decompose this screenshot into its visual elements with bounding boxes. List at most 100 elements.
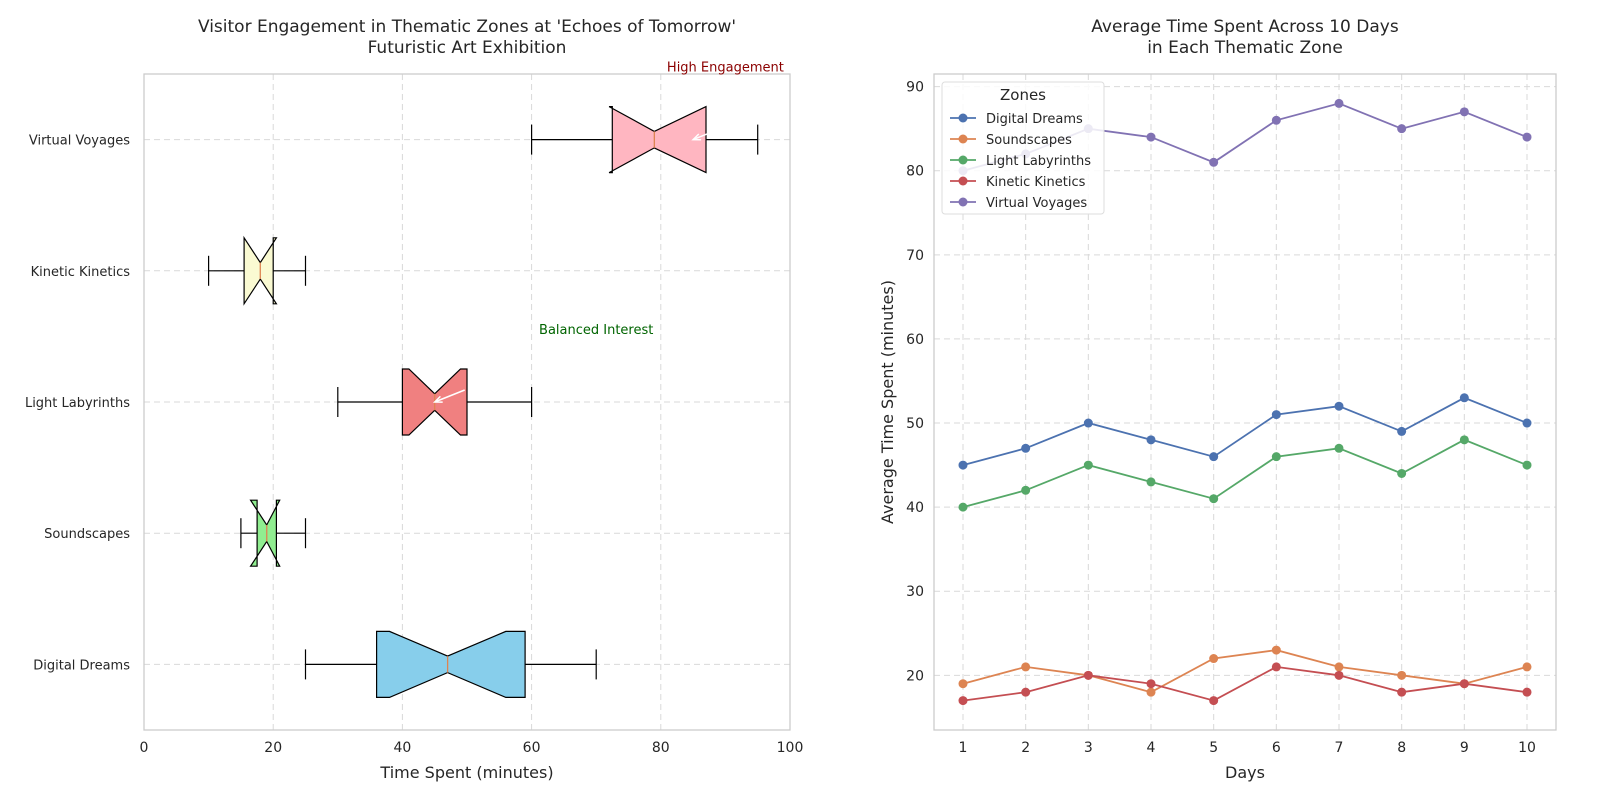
data-point-kinetic-kinetics [1397, 687, 1407, 697]
box-virtual-voyages [608, 105, 707, 174]
data-point-kinetic-kinetics [1083, 670, 1093, 680]
legend-label: Virtual Voyages [986, 196, 1087, 211]
y-tick-label: 30 [906, 584, 924, 600]
legend-title: Zones [1000, 86, 1046, 104]
y-tick-label: 60 [906, 332, 924, 348]
y-tick-label: Virtual Voyages [29, 134, 130, 149]
box-digital-dreams [376, 630, 526, 699]
data-point-soundscapes [1146, 687, 1156, 697]
box-chart: Visitor Engagement in Thematic Zones at … [25, 17, 803, 782]
line-chart-title-line-1: Average Time Spent Across 10 Days [1091, 17, 1399, 37]
annotation-arrowhead [691, 133, 702, 141]
plot-frame [143, 73, 791, 731]
series-line-light-labyrinths [962, 438, 1528, 508]
data-point-soundscapes [1209, 654, 1219, 664]
series-line-digital-dreams [962, 396, 1528, 466]
line-chart-title-line-2: in Each Thematic Zone [1147, 38, 1343, 58]
x-tick-label: 2 [1021, 740, 1030, 756]
data-point-kinetic-kinetics [1334, 670, 1344, 680]
annotation-arrow [692, 126, 724, 141]
x-tick-label: 40 [393, 740, 411, 756]
data-point-virtual-voyages [1459, 107, 1469, 117]
data-point-kinetic-kinetics [1021, 687, 1031, 697]
data-point-soundscapes [1334, 662, 1344, 672]
legend-swatch-marker [958, 113, 968, 123]
data-point-virtual-voyages [1334, 98, 1344, 108]
x-tick-label: 3 [1084, 740, 1093, 756]
y-tick-label: 70 [906, 248, 924, 264]
x-tick-label: 60 [523, 740, 541, 756]
annotation-label: High Engagement [667, 60, 784, 75]
x-axis-label: Days [1225, 763, 1265, 782]
x-tick-label: 8 [1397, 740, 1406, 756]
x-tick-label: 5 [1209, 740, 1218, 756]
y-tick-label: Kinetic Kinetics [31, 265, 131, 280]
data-point-light-labyrinths [1146, 477, 1156, 487]
box-soundscapes [249, 499, 281, 567]
data-point-virtual-voyages [1271, 115, 1281, 125]
data-point-kinetic-kinetics [1271, 662, 1281, 672]
legend-label: Light Labyrinths [986, 154, 1091, 169]
data-point-digital-dreams [1021, 443, 1031, 453]
data-point-digital-dreams [1334, 401, 1344, 411]
data-point-digital-dreams [1209, 452, 1219, 462]
x-tick-label: 4 [1147, 740, 1156, 756]
data-point-kinetic-kinetics [1146, 679, 1156, 689]
x-tick-label: 7 [1335, 740, 1344, 756]
data-point-digital-dreams [1271, 410, 1281, 420]
x-tick-label: 0 [140, 740, 149, 756]
data-point-virtual-voyages [1146, 132, 1156, 142]
data-point-digital-dreams [1459, 393, 1469, 403]
data-point-light-labyrinths [1334, 443, 1344, 453]
x-tick-label: 10 [1518, 740, 1536, 756]
data-point-digital-dreams [1146, 435, 1156, 445]
data-point-virtual-voyages [1522, 132, 1532, 142]
data-point-soundscapes [1522, 662, 1532, 672]
annotation-label: Balanced Interest [539, 323, 653, 338]
data-point-light-labyrinths [1397, 468, 1407, 478]
data-point-light-labyrinths [1459, 435, 1469, 445]
data-point-light-labyrinths [1209, 494, 1219, 504]
x-tick-label: 6 [1272, 740, 1281, 756]
annotation-arrowhead [432, 395, 443, 403]
data-point-kinetic-kinetics [1522, 687, 1532, 697]
box-chart-title-line-2: Futuristic Art Exhibition [368, 38, 567, 58]
data-point-soundscapes [1271, 645, 1281, 655]
legend-label: Soundscapes [986, 133, 1072, 148]
y-tick-label: 40 [906, 500, 924, 516]
series-line-soundscapes [962, 649, 1528, 694]
legend-label: Kinetic Kinetics [986, 175, 1086, 190]
data-point-light-labyrinths [1083, 460, 1093, 470]
legend-swatch-marker [958, 134, 968, 144]
x-tick-label: 1 [959, 740, 968, 756]
series-line-kinetic-kinetics [962, 665, 1528, 702]
data-point-kinetic-kinetics [1459, 679, 1469, 689]
legend-label: Digital Dreams [986, 112, 1083, 127]
data-point-virtual-voyages [1209, 157, 1219, 167]
data-point-soundscapes [1021, 662, 1031, 672]
data-point-digital-dreams [1522, 418, 1532, 428]
annotation-arrow [434, 389, 465, 403]
y-tick-label: Light Labyrinths [25, 396, 130, 411]
x-tick-label: 9 [1460, 740, 1469, 756]
box-chart-title-line-1: Visitor Engagement in Thematic Zones at … [198, 17, 736, 37]
legend-swatch-marker [958, 155, 968, 165]
x-axis-label: Time Spent (minutes) [379, 763, 553, 782]
data-point-digital-dreams [1083, 418, 1093, 428]
x-tick-label: 20 [264, 740, 282, 756]
data-point-virtual-voyages [1397, 124, 1407, 134]
legend-swatch-marker [958, 176, 968, 186]
data-point-soundscapes [958, 679, 968, 689]
data-point-light-labyrinths [1021, 485, 1031, 495]
data-point-soundscapes [1397, 670, 1407, 680]
plot-frame [933, 73, 1557, 731]
data-point-light-labyrinths [1271, 452, 1281, 462]
legend-box [941, 81, 1105, 215]
y-axis-label: Average Time Spent (minutes) [878, 280, 897, 524]
y-tick-label: 50 [906, 416, 924, 432]
legend-swatch-marker [958, 197, 968, 207]
data-point-digital-dreams [958, 460, 968, 470]
y-tick-label: 20 [906, 668, 924, 684]
